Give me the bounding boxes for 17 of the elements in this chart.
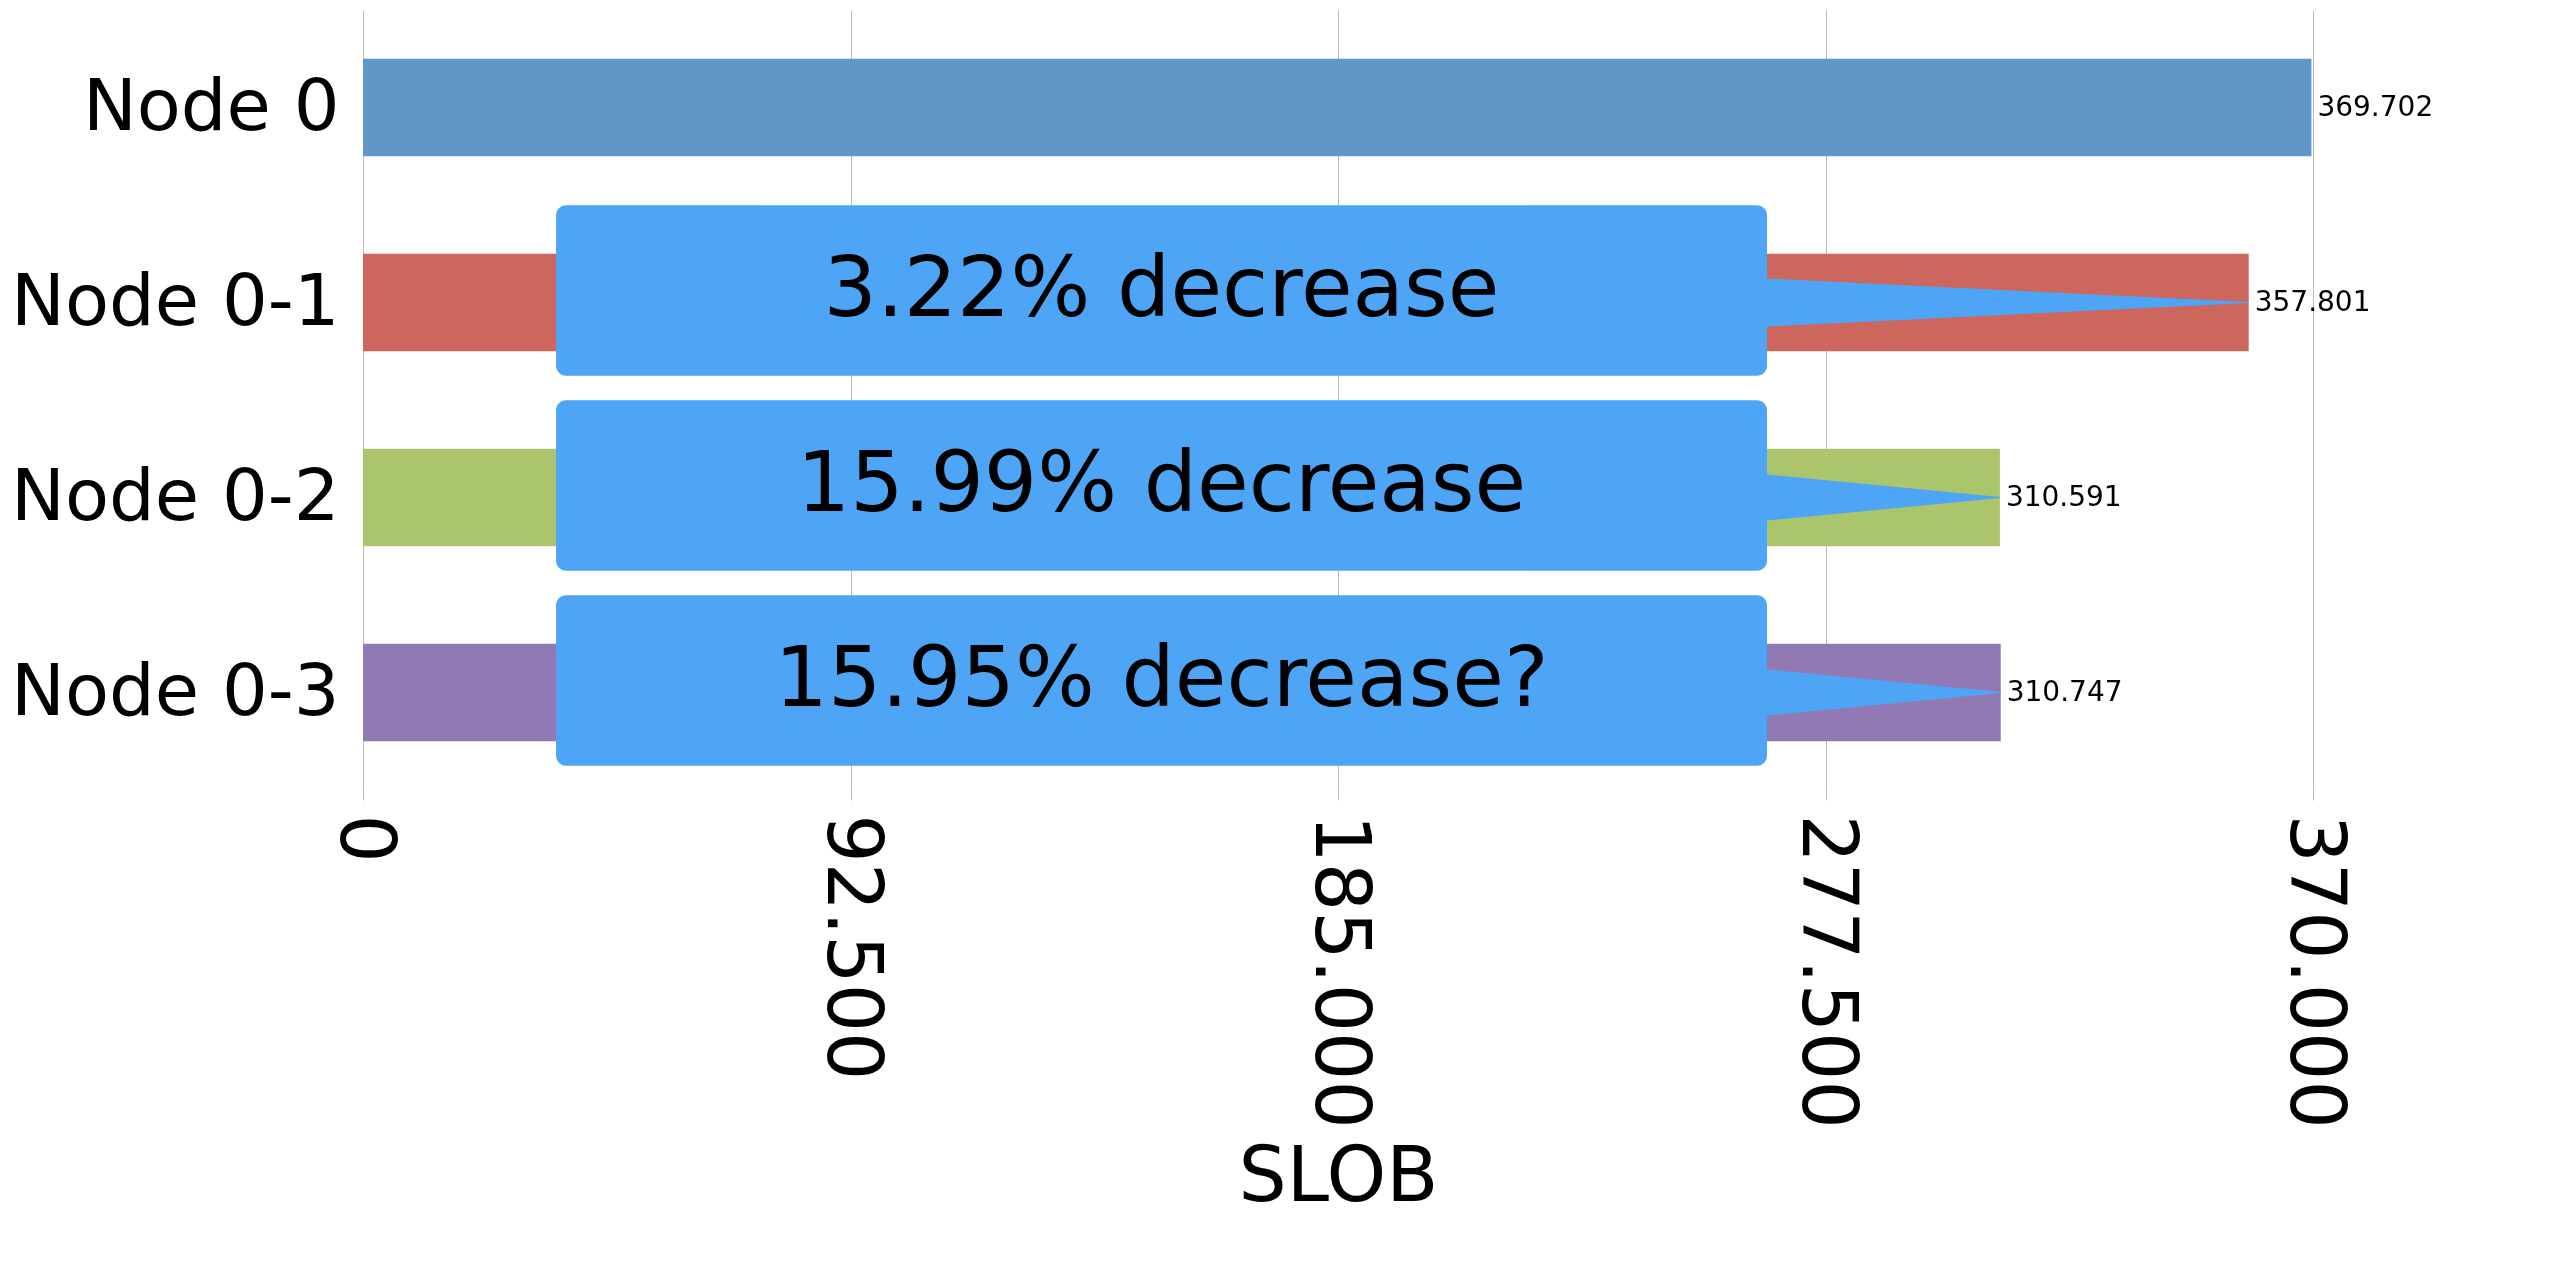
x-tick-label: 370.000 — [2272, 814, 2362, 1129]
annotation: 15.99% decrease — [796, 432, 1527, 531]
x-tick-label: 185.000 — [1297, 814, 1387, 1129]
data-label: 310.747 — [2006, 674, 2123, 708]
data-label: 357.801 — [2254, 284, 2371, 318]
y-tick-label: Node 0-1 — [11, 257, 340, 342]
y-tick-label: Node 0-2 — [11, 452, 340, 537]
y-tick-label: Node 0 — [82, 62, 340, 147]
x-axis-title: SLOB — [1238, 1129, 1439, 1219]
y-tick-label: Node 0-3 — [11, 647, 340, 732]
x-tick-label: 277.500 — [1785, 814, 1874, 1129]
x-tick-label: 92.500 — [810, 814, 899, 1081]
annotation: 15.95% decrease? — [774, 627, 1549, 726]
data-label: 369.702 — [2317, 89, 2434, 123]
data-label: 310.591 — [2005, 479, 2122, 513]
annotation: 3.22% decrease — [823, 237, 1500, 336]
x-tick-label: 0 — [322, 814, 412, 863]
